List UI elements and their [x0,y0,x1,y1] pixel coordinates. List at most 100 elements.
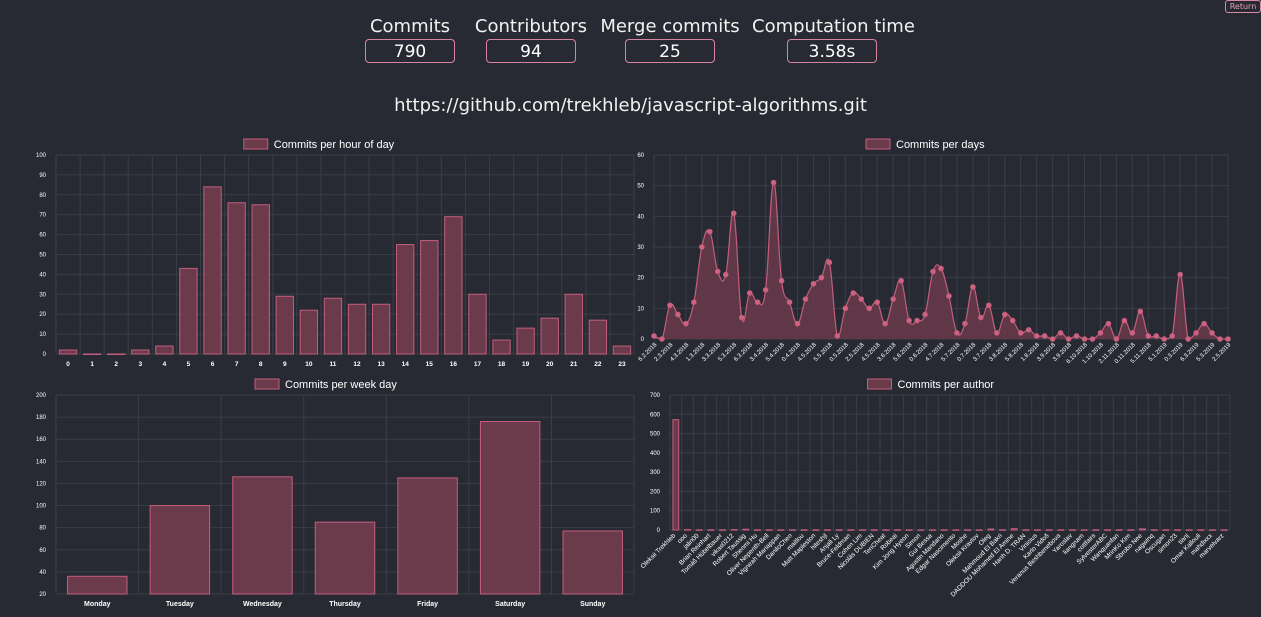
bar [540,317,559,355]
x-tick-label: 22 [594,361,602,368]
bar [314,521,376,595]
data-point [1185,336,1191,342]
data-point [651,333,657,339]
bar [1069,529,1076,531]
x-tick-label: 20 [546,361,554,368]
bar [1220,529,1228,531]
bar [155,345,174,355]
x-tick-label: 12 [353,361,361,368]
stat-commits-value: 790 [365,39,455,63]
stat-contributors-value: 94 [486,39,576,63]
data-point [954,330,960,336]
y-tick-label: 20 [39,592,46,598]
bar [672,419,680,531]
bar [929,529,936,531]
y-tick-label: 20 [637,276,644,282]
x-tick-label: 3 [138,361,142,368]
y-tick-label: 60 [39,548,46,554]
bar [1010,528,1018,531]
bar [812,529,820,531]
data-point [810,281,817,287]
bar [1197,529,1205,531]
x-tick-label: Oleksii Trekhleb [640,532,678,570]
x-tick-label: 21 [570,361,578,368]
x-tick-label: Thursday [329,601,361,608]
data-point [714,268,721,275]
x-tick-label: Wednesday [243,601,282,608]
bar [789,529,796,531]
bar [562,530,623,595]
y-tick-label: 50 [637,184,644,190]
bar [1115,529,1123,531]
legend-label: Commits per hour of day [274,139,395,151]
return-button[interactable]: Return [1225,0,1261,13]
data-point [986,302,992,309]
bar [975,529,983,531]
bar [1185,529,1193,531]
bar [612,345,632,355]
y-tick-label: 100 [650,509,661,515]
bar [1080,529,1088,531]
data-point [994,330,1000,336]
y-tick-label: 10 [637,306,644,312]
legend-label: Commits per week day [285,379,397,391]
y-tick-label: 160 [36,437,47,443]
data-point [707,228,713,235]
data-point [1001,311,1008,318]
y-tick-label: 30 [637,245,644,251]
y-tick-label: 300 [650,470,661,476]
bar [131,349,150,355]
legend-swatch [865,138,891,150]
x-tick-label: 4 [163,361,167,368]
bar [917,529,925,531]
y-tick-label: 200 [36,393,47,399]
bar [777,529,785,531]
bar [1127,529,1135,531]
stat-commits: Commits 790 [364,16,456,63]
data-point [1169,333,1175,339]
data-point [794,320,801,327]
stat-merge-commits-value: 25 [625,39,715,63]
bar [468,293,487,355]
bar [149,505,211,595]
y-tick-label: 40 [637,214,644,220]
x-tick-label: Monday [84,601,111,608]
bar [227,202,246,355]
data-point [667,302,673,309]
data-point [938,265,944,272]
bar [1045,529,1053,531]
x-tick-label: 10 [305,361,313,368]
bar [323,297,343,355]
x-tick-label: 5 [187,361,191,368]
bar [1092,529,1100,531]
y-tick-label: 40 [39,570,46,576]
x-tick-label: 16 [450,361,458,368]
bar [1104,529,1111,531]
data-point [1089,336,1096,342]
legend-swatch [867,378,892,390]
bar [940,529,948,531]
x-tick-label: 18 [498,361,506,368]
data-point [1065,336,1072,342]
data-point [1081,336,1088,342]
data-point [866,305,873,312]
data-point [1201,320,1207,327]
bar [232,476,293,595]
x-tick-label: 6 [211,361,215,368]
bar [730,529,738,531]
y-tick-label: 10 [39,332,46,338]
bar [1162,529,1170,531]
bar [824,529,831,531]
y-tick-label: 20 [39,312,46,318]
data-point [834,333,841,339]
data-point [770,179,777,186]
data-point [842,305,849,312]
data-point [746,290,753,296]
bar [987,528,995,531]
y-tick-label: 180 [36,415,47,421]
y-tick-label: 100 [36,153,47,159]
data-point [754,299,761,305]
bar [275,295,294,355]
bar [444,216,463,355]
bar [859,529,866,531]
